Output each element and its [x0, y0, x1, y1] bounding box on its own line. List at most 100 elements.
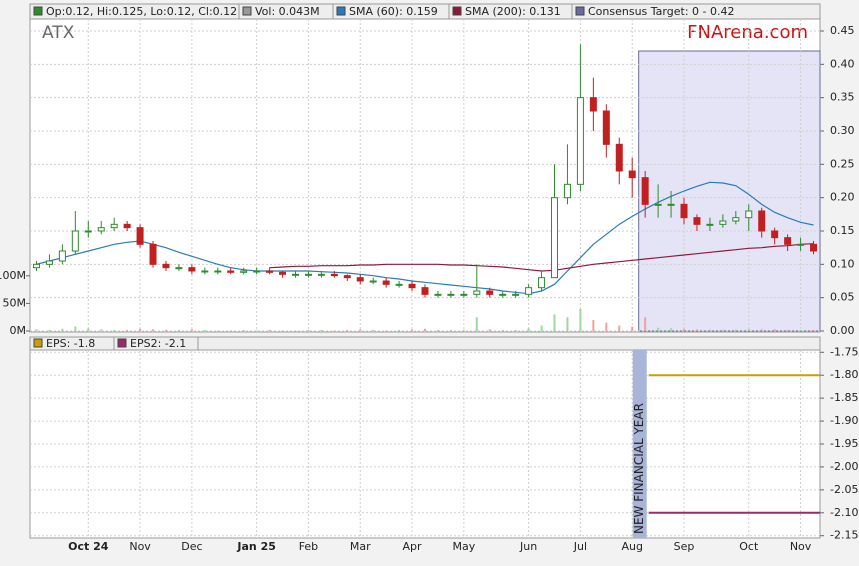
candle-body — [84, 230, 92, 233]
legend-label: Consensus Target: 0 - 0.42 — [588, 5, 734, 18]
volume-bar — [177, 329, 180, 331]
candle-body — [253, 270, 261, 273]
candle-body — [615, 143, 623, 172]
volume-bar — [605, 322, 608, 331]
watermark: FNArena.com — [687, 22, 808, 43]
candle-body — [408, 283, 416, 289]
y-tick-label: -1.75 — [830, 345, 858, 358]
volume-bar — [126, 329, 129, 331]
volume-bar — [346, 329, 349, 331]
y-tick-label: -2.10 — [830, 506, 858, 519]
candle-body — [758, 210, 766, 232]
candle-body — [706, 223, 714, 226]
volume-bar — [631, 326, 634, 331]
legend-label: Vol: 0.043M — [255, 5, 320, 18]
y-tick-label: -1.80 — [830, 368, 858, 381]
volume-bar — [242, 329, 245, 331]
financial-year-band — [632, 350, 647, 538]
volume-bar — [786, 329, 789, 331]
volume-bar — [462, 329, 465, 331]
legend-swatch — [336, 6, 346, 16]
volume-bar — [436, 329, 439, 331]
x-tick-label: Nov — [129, 540, 151, 553]
y-tick-label: 0.10 — [830, 257, 855, 270]
candle-body — [240, 270, 248, 273]
candle-body — [628, 170, 636, 179]
candle-body — [343, 275, 351, 279]
candle-body — [45, 260, 53, 265]
candle-body — [279, 271, 287, 275]
volume-bar — [139, 328, 142, 331]
candle-body — [201, 270, 209, 273]
volume-bar — [320, 329, 323, 331]
candle-body — [680, 203, 688, 219]
volume-bar — [281, 330, 284, 331]
volume-bar — [152, 329, 155, 331]
x-tick-label: Mar — [350, 540, 371, 553]
annotation: NEW FINANCIAL YEAR — [632, 403, 646, 534]
candle-body — [525, 287, 533, 295]
volume-bar — [294, 330, 297, 331]
candle-body — [667, 203, 675, 206]
y-tick-label: -2.00 — [830, 460, 858, 473]
volume-bar — [229, 330, 232, 331]
volume-bar — [307, 329, 310, 331]
volume-bar — [514, 329, 517, 331]
y-tick-label: 0.00 — [830, 324, 855, 337]
legend-swatch — [452, 6, 462, 16]
candle-body — [330, 273, 338, 277]
volume-bar — [372, 329, 375, 331]
volume-bar — [670, 328, 673, 331]
x-tick-label: Apr — [403, 540, 423, 553]
legend-label: EPS: -1.8 — [46, 337, 95, 350]
candle-body — [784, 237, 792, 245]
y-tick-label: 0.35 — [830, 91, 855, 104]
volume-bar — [540, 325, 543, 331]
volume-bar — [812, 329, 815, 331]
top-legend-bar — [29, 3, 821, 20]
volume-bar — [268, 329, 271, 331]
volume-bar — [255, 330, 258, 331]
candle-body — [188, 267, 196, 272]
legend-swatch — [33, 6, 43, 16]
candle-body — [214, 270, 222, 273]
bottom-panel — [29, 336, 821, 539]
y-tick-label: 0.45 — [830, 24, 855, 37]
candle-body — [654, 203, 662, 206]
candle-body — [291, 273, 299, 276]
candle-body — [136, 227, 144, 245]
volume-bar — [449, 329, 452, 331]
volume-bar — [488, 329, 491, 331]
volume-bar — [695, 329, 698, 331]
volume-bar — [61, 328, 64, 331]
y-tick-label: 0.25 — [830, 157, 855, 170]
x-tick-label: Jul — [573, 540, 587, 553]
volume-bar — [644, 317, 647, 331]
x-tick-label: Feb — [299, 540, 318, 553]
volume-bar — [760, 329, 763, 331]
y-tick-label: -1.85 — [830, 391, 858, 404]
volume-bar — [553, 314, 556, 331]
x-tick-label: Sep — [674, 540, 695, 553]
candle-body — [693, 217, 701, 225]
volume-bar — [48, 329, 51, 331]
volume-bar — [657, 327, 660, 331]
y-tick-label: -2.15 — [830, 529, 858, 542]
candle-body — [473, 290, 481, 295]
candle-body — [602, 110, 610, 145]
volume-bar — [35, 329, 38, 331]
volume-bar — [333, 330, 336, 331]
y-tick-label: -2.05 — [830, 483, 858, 496]
volume-bar — [708, 329, 711, 331]
candle-body — [551, 197, 559, 279]
volume-bar — [734, 329, 737, 331]
candle-body — [641, 177, 649, 205]
candle-body — [810, 243, 818, 252]
volume-bar — [164, 329, 167, 331]
volume-bar — [579, 308, 582, 331]
candle-body — [421, 287, 429, 295]
candle-body — [576, 97, 584, 185]
candle-body — [369, 280, 377, 283]
candle-body — [512, 293, 520, 296]
volume-bar — [618, 325, 621, 331]
